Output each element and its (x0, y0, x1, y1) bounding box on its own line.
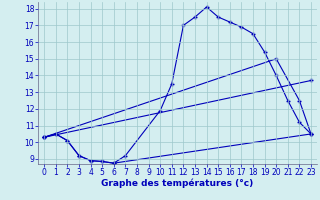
X-axis label: Graphe des températures (°c): Graphe des températures (°c) (101, 179, 254, 188)
